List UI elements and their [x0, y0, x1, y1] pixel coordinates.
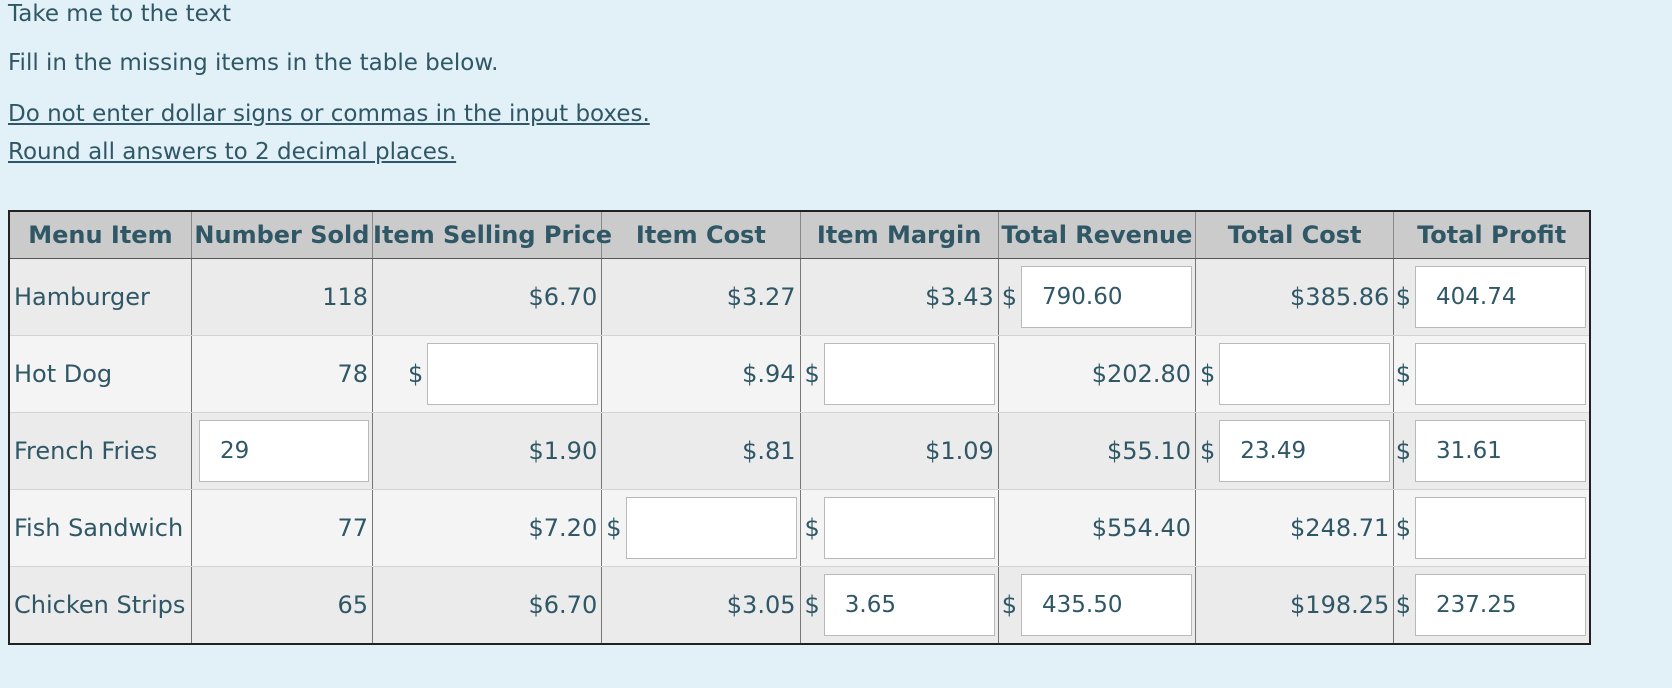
total-cost-cell: $248.71: [1195, 489, 1395, 567]
header-item-cost: Item Cost: [601, 211, 801, 259]
total-revenue-cell: $55.10: [998, 412, 1197, 490]
total-revenue-input[interactable]: [1021, 266, 1192, 328]
number-sold-cell: 78: [191, 335, 374, 413]
total-cost-input[interactable]: [1219, 420, 1391, 482]
dollar-sign: $: [1395, 360, 1411, 388]
menu-item-cell: Chicken Strips: [9, 566, 192, 645]
note-round-decimals: Round all answers to 2 decimal places.: [8, 139, 457, 165]
item-cost-cell: $: [601, 489, 801, 567]
item-margin-cell: $: [800, 489, 999, 567]
dollar-sign: $: [804, 514, 820, 542]
dollar-sign: $: [804, 591, 820, 619]
menu-item-cell: Hot Dog: [9, 335, 192, 413]
header-total-profit: Total Profit: [1393, 211, 1590, 259]
total-profit-cell: $: [1393, 258, 1590, 336]
number-sold-cell: 65: [191, 566, 374, 645]
total-profit-input[interactable]: [1415, 574, 1586, 636]
table-row-hamburger: Hamburger 118 $6.70 $3.27 $3.43 $ $385.8…: [9, 258, 1590, 336]
number-sold-input[interactable]: [199, 420, 370, 482]
total-profit-cell: $: [1393, 566, 1590, 645]
table-row-french-fries: French Fries $1.90 $.81 $1.09 $55.10 $ $: [9, 412, 1590, 490]
item-margin-input[interactable]: [823, 343, 995, 405]
total-cost-input[interactable]: [1219, 343, 1391, 405]
instruction-text: Fill in the missing items in the table b…: [8, 50, 499, 76]
dollar-sign: $: [1395, 591, 1411, 619]
skip-to-text-link[interactable]: Take me to the text: [8, 1, 232, 27]
selling-price-cell: $1.90: [372, 412, 603, 490]
header-item-selling-price: Item Selling Price: [372, 211, 612, 259]
selling-price-input[interactable]: [427, 343, 599, 405]
header-row: Menu Item Number Sold Item Selling Price…: [9, 211, 1590, 259]
item-margin-cell: $: [800, 566, 999, 645]
dollar-sign: $: [407, 360, 424, 388]
dollar-sign: $: [1001, 283, 1017, 311]
item-margin-input[interactable]: [823, 497, 995, 559]
item-margin-cell: $1.09: [800, 412, 999, 490]
selling-price-value: $7.20: [528, 514, 598, 542]
selling-price-cell: $7.20: [372, 489, 603, 567]
total-profit-input[interactable]: [1415, 266, 1586, 328]
item-cost-cell: $.94: [601, 335, 801, 413]
total-profit-cell: $: [1393, 335, 1590, 413]
item-margin-cell: $3.43: [800, 258, 999, 336]
header-menu-item: Menu Item: [9, 211, 192, 259]
item-margin-cell: $: [800, 335, 999, 413]
dollar-sign: $: [606, 514, 622, 542]
menu-item-cell: Fish Sandwich: [9, 489, 192, 567]
total-revenue-cell: $: [998, 258, 1197, 336]
dollar-sign: $: [1395, 514, 1411, 542]
item-cost-cell: $3.27: [601, 258, 801, 336]
total-profit-cell: $: [1393, 489, 1590, 567]
header-total-cost: Total Cost: [1195, 211, 1395, 259]
total-revenue-input[interactable]: [1021, 574, 1192, 636]
total-revenue-cell: $202.80: [998, 335, 1197, 413]
number-sold-cell: [191, 412, 374, 490]
total-profit-cell: $: [1393, 412, 1590, 490]
selling-price-cell: $6.70: [372, 258, 603, 336]
item-cost-cell: $3.05: [601, 566, 801, 645]
header-item-margin: Item Margin: [800, 211, 999, 259]
total-cost-cell: $: [1195, 335, 1395, 413]
menu-profit-table: Menu Item Number Sold Item Selling Price…: [8, 210, 1591, 645]
dollar-sign: $: [1001, 591, 1017, 619]
table-row-hot-dog: Hot Dog 78 $ $.94 $ $202.80 $ $: [9, 335, 1590, 413]
dollar-sign: $: [804, 360, 820, 388]
total-profit-input[interactable]: [1415, 497, 1586, 559]
total-revenue-cell: $: [998, 566, 1197, 645]
dollar-sign: $: [1395, 437, 1411, 465]
item-cost-input[interactable]: [625, 497, 797, 559]
item-cost-cell: $.81: [601, 412, 801, 490]
total-revenue-cell: $554.40: [998, 489, 1197, 567]
item-margin-input[interactable]: [823, 574, 995, 636]
number-sold-cell: 77: [191, 489, 374, 567]
selling-price-cell: $6.70: [372, 566, 603, 645]
total-profit-input[interactable]: [1415, 343, 1586, 405]
total-cost-cell: $198.25: [1195, 566, 1395, 645]
dollar-sign: $: [1200, 360, 1216, 388]
menu-item-cell: French Fries: [9, 412, 192, 490]
total-cost-cell: $385.86: [1195, 258, 1395, 336]
dollar-sign: $: [1200, 437, 1216, 465]
table-row-chicken-strips: Chicken Strips 65 $6.70 $3.05 $ $ $198.2…: [9, 566, 1590, 645]
header-total-revenue: Total Revenue: [998, 211, 1197, 259]
number-sold-cell: 118: [191, 258, 374, 336]
header-number-sold: Number Sold: [191, 211, 374, 259]
menu-item-cell: Hamburger: [9, 258, 192, 336]
total-profit-input[interactable]: [1415, 420, 1586, 482]
selling-price-cell: $: [372, 335, 603, 413]
table-row-fish-sandwich: Fish Sandwich 77 $7.20 $ $ $554.40 $248.…: [9, 489, 1590, 567]
total-cost-cell: $: [1195, 412, 1395, 490]
dollar-sign: $: [1395, 283, 1411, 311]
note-no-dollar-signs: Do not enter dollar signs or commas in t…: [8, 101, 650, 127]
